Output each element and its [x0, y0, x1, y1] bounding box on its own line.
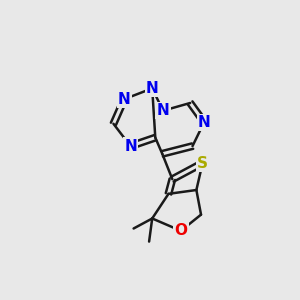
Text: O: O — [174, 223, 188, 238]
Text: N: N — [146, 81, 159, 96]
Text: S: S — [197, 155, 208, 170]
Text: N: N — [157, 103, 169, 118]
Text: N: N — [198, 115, 211, 130]
Text: N: N — [118, 92, 131, 106]
Text: N: N — [124, 139, 137, 154]
